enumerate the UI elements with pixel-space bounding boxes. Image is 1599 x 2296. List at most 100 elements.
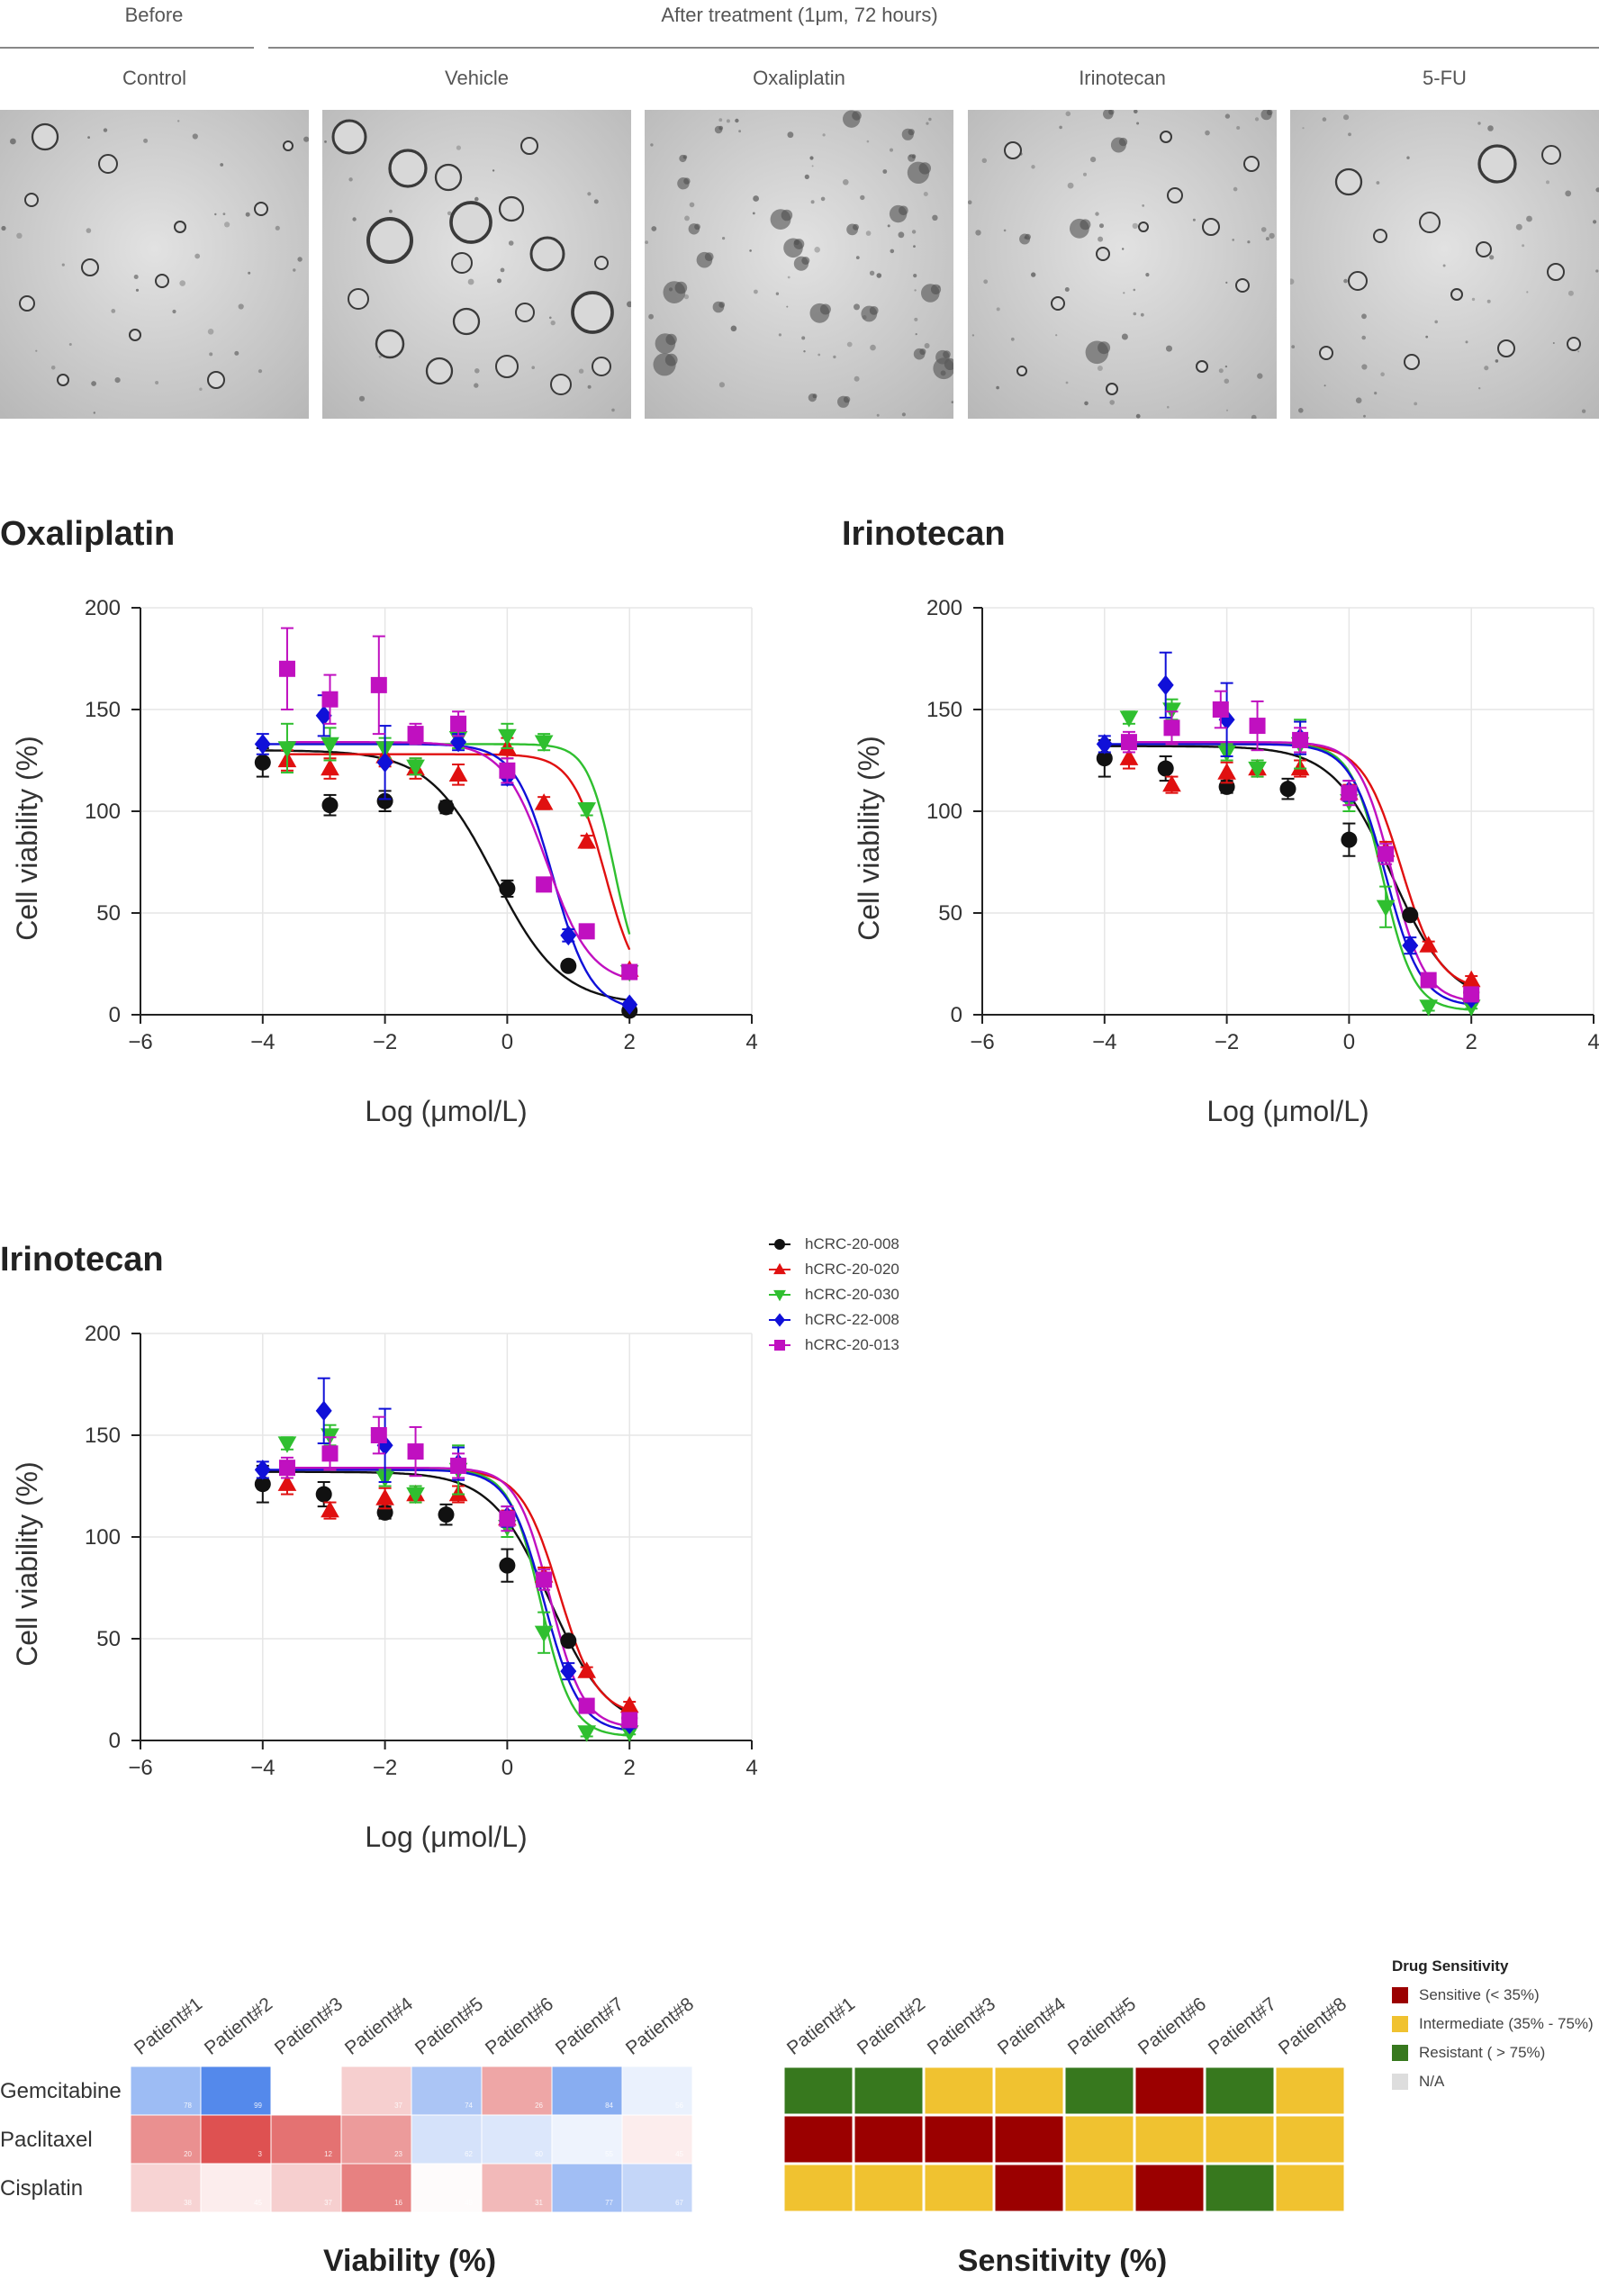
data-point-square	[499, 1510, 516, 1527]
heatmap-cell-value: 78	[184, 2102, 192, 2110]
heatmap-cell-value: 56	[675, 2102, 683, 2110]
heatmap-cell-value: 84	[605, 2102, 613, 2110]
data-point-square	[578, 923, 595, 940]
legend-marker-triangle-up	[769, 1262, 790, 1275]
data-point-square	[321, 691, 339, 708]
heatmap-column-label: Patient#5	[411, 1993, 487, 2059]
heatmap-column-label: Patient#8	[622, 1993, 698, 2059]
data-point-square	[278, 1460, 295, 1477]
data-point-circle	[560, 1632, 577, 1650]
data-point-square	[370, 676, 387, 693]
data-point-triangle-up	[321, 758, 339, 776]
heatmap-cell	[621, 2163, 693, 2213]
micrograph-5fu	[1290, 110, 1599, 419]
data-point-diamond	[315, 1400, 332, 1422]
heatmap-cell-value: 49	[465, 2199, 473, 2207]
data-point-triangle-down	[321, 737, 339, 755]
x-tick-label: −6	[128, 1756, 152, 1780]
swatch-intermediate	[1392, 2016, 1408, 2032]
x-tick-label: 4	[1587, 1030, 1599, 1054]
data-point-square	[370, 1427, 387, 1443]
legend-label: hCRC-22-008	[805, 1311, 899, 1328]
data-point-circle	[254, 1476, 271, 1493]
x-tick-label: −4	[250, 1756, 275, 1780]
x-tick-label: 2	[1466, 1030, 1477, 1054]
heatmap-cell	[621, 2114, 693, 2165]
swatch-na	[1392, 2074, 1408, 2090]
heatmap-cell-value: 3	[258, 2150, 263, 2158]
heatmap-cell-value: 31	[535, 2199, 543, 2207]
data-point-square	[621, 1712, 638, 1729]
data-point-circle	[315, 1486, 332, 1503]
heatmap-cell	[1203, 2113, 1277, 2165]
key-label: Sensitive (< 35%)	[1419, 1986, 1540, 2003]
heatmap-cell	[200, 2163, 272, 2213]
x-tick-label: 0	[501, 1030, 513, 1054]
data-point-triangle-up	[321, 1500, 339, 1518]
key-title: Drug Sensitivity	[1392, 1957, 1509, 1975]
swatch-resistant	[1392, 2045, 1408, 2061]
data-point-triangle-up	[577, 1661, 597, 1678]
heatmap-cell	[992, 2113, 1066, 2165]
heatmap-cell-value: 60	[535, 2150, 543, 2158]
x-tick-label: −6	[970, 1030, 994, 1054]
data-point-triangle-up	[1461, 970, 1481, 988]
data-point-square	[450, 715, 467, 732]
data-point-triangle-down	[577, 1725, 597, 1742]
heatmap-cell	[781, 2162, 855, 2214]
data-point-triangle-down	[773, 1289, 786, 1302]
heatmap-column-label: Patient#2	[201, 1993, 276, 2059]
heatmap-cell	[340, 2065, 412, 2116]
heatmap-cell	[922, 2113, 996, 2165]
swatch-sensitive	[1392, 1987, 1408, 2003]
data-point-diamond	[1402, 935, 1419, 956]
y-tick-label: 0	[109, 1729, 121, 1753]
data-point-diamond	[560, 925, 577, 946]
heatmap-cell	[852, 2113, 926, 2165]
heatmap-column-label: Patient#3	[924, 1993, 999, 2059]
data-point-triangle-up	[1217, 763, 1236, 780]
fit-curve	[287, 1469, 630, 1737]
data-point-triangle-down	[1119, 710, 1139, 728]
micrograph-irinotecan	[968, 110, 1277, 419]
data-point-triangle-down	[406, 759, 425, 777]
micrograph-oxaliplatin	[645, 110, 953, 419]
heatmap-cell-value: 45	[254, 2199, 262, 2207]
data-point-square	[536, 876, 553, 893]
data-point-square	[1163, 719, 1180, 737]
heatmap-cell	[481, 2114, 553, 2165]
dose-response-chart-irinotecan-2: −6 −4 −2 0 2 4 0 50 100 150 200 Log (μmol/L) Cell vi…	[11, 1322, 758, 1853]
data-point-diamond	[1096, 734, 1113, 755]
data-point-diamond	[774, 1313, 785, 1327]
legend-label: hCRC-20-013	[805, 1336, 899, 1353]
data-point-diamond	[315, 705, 332, 727]
fit-curve	[287, 753, 631, 951]
before-divider	[0, 47, 254, 49]
legend-item: hCRC-22-008	[767, 1307, 899, 1333]
data-point-circle	[774, 1239, 785, 1250]
data-point-circle	[499, 880, 516, 897]
key-item-intermediate: Intermediate (35% - 75%)	[1392, 2010, 1594, 2038]
heatmap-cell	[1062, 2162, 1136, 2214]
data-point-square	[536, 1571, 553, 1588]
heatmap-cell	[411, 2065, 483, 2116]
heatmap-cell	[270, 2163, 342, 2213]
heatmap-cell-value: 16	[394, 2199, 402, 2207]
data-point-triangle-down	[1419, 999, 1439, 1017]
heatmap-column-label: Patient#3	[271, 1993, 347, 2059]
heatmap-cell	[1203, 2162, 1277, 2214]
micrograph-vehicle	[322, 110, 631, 419]
fit-curve	[287, 1469, 630, 1712]
data-point-triangle-up	[619, 1695, 639, 1713]
heatmap-row-label: Gemcitabine	[0, 2079, 122, 2103]
legend-marker-circle	[769, 1239, 790, 1250]
data-point-triangle-up	[375, 1488, 394, 1505]
heatmap-row-label: Cisplatin	[0, 2176, 83, 2201]
heatmap-cell	[922, 2162, 996, 2214]
data-point-square	[407, 1443, 424, 1460]
data-point-circle	[254, 754, 271, 771]
heatmap-column-label: Patient#4	[341, 1993, 417, 2059]
data-point-circle	[321, 797, 339, 814]
data-point-circle	[1157, 760, 1174, 777]
heatmap-row-label: Paclitaxel	[0, 2128, 93, 2152]
